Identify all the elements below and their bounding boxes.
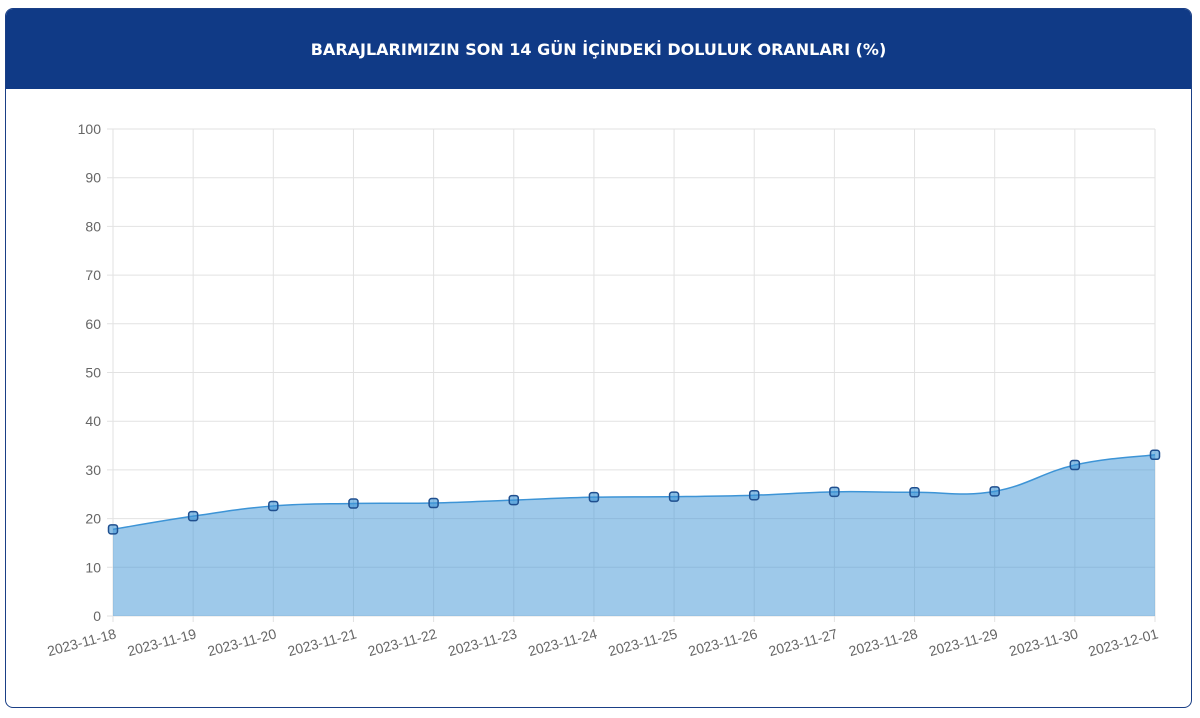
point — [989, 486, 1000, 497]
x-tick-label: 2023-11-27 — [767, 625, 840, 659]
card: BARAJLARIMIZIN SON 14 GÜN İÇİNDEKİ DOLUL… — [5, 8, 1192, 708]
point — [508, 494, 520, 506]
x-tick-label: 2023-11-21 — [286, 625, 359, 659]
x-tick-label: 2023-11-26 — [687, 625, 760, 659]
point — [348, 498, 359, 509]
point — [107, 524, 119, 535]
y-tick-label: 90 — [85, 170, 101, 186]
y-tick-label: 20 — [85, 511, 101, 527]
point — [187, 510, 199, 522]
point — [1069, 459, 1081, 471]
y-tick-label: 50 — [85, 365, 101, 381]
point — [829, 486, 840, 498]
y-tick-label: 0 — [93, 608, 101, 624]
x-tick-label: 2023-11-19 — [126, 625, 199, 659]
y-tick-label: 70 — [85, 267, 101, 283]
point — [668, 491, 680, 502]
point — [909, 487, 920, 498]
chart-title: BARAJLARIMIZIN SON 14 GÜN İÇİNDEKİ DOLUL… — [6, 9, 1191, 89]
x-tick-label: 2023-11-23 — [446, 625, 519, 659]
point — [268, 500, 279, 512]
point — [748, 489, 760, 501]
y-tick-label: 10 — [85, 559, 101, 575]
y-tick-label: 80 — [85, 218, 101, 234]
x-tick-label: 2023-11-20 — [206, 625, 279, 659]
y-tick-label: 60 — [85, 316, 101, 332]
y-tick-label: 40 — [85, 413, 101, 429]
x-tick-label: 2023-11-30 — [1007, 625, 1080, 659]
y-tick-label: 100 — [78, 121, 102, 137]
x-tick-label: 2023-11-18 — [45, 625, 118, 659]
x-tick-label: 2023-11-24 — [526, 625, 599, 659]
x-tick-label: 2023-12-01 — [1086, 625, 1160, 659]
point — [588, 491, 600, 503]
x-tick-label: 2023-11-25 — [607, 625, 680, 659]
point — [1149, 449, 1161, 461]
point — [428, 497, 439, 509]
area — [113, 454, 1155, 616]
x-tick-label: 2023-11-22 — [366, 625, 439, 659]
y-tick-label: 30 — [85, 462, 101, 478]
x-tick-label: 2023-11-28 — [847, 625, 920, 659]
x-tick-label: 2023-11-29 — [927, 625, 1000, 659]
